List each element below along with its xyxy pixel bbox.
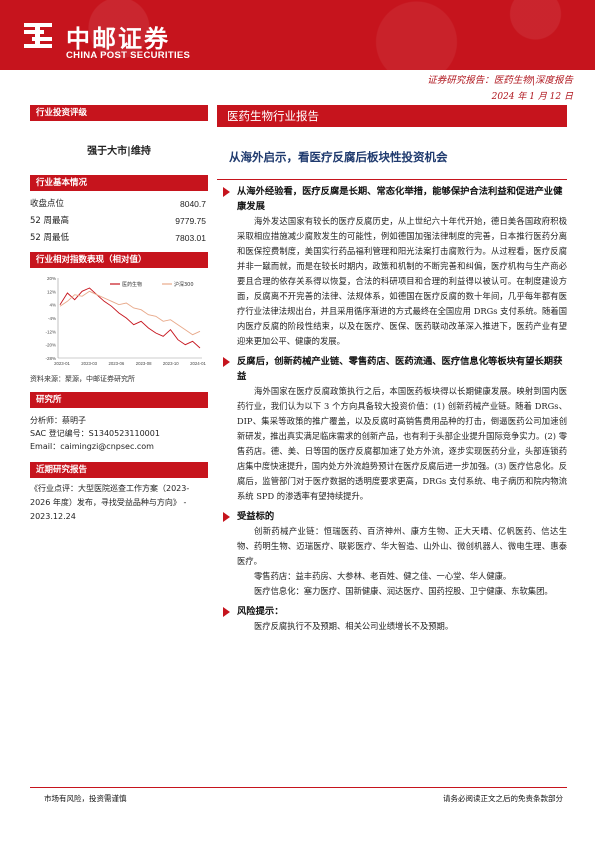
- rating-heading: 行业投资评级: [30, 105, 208, 121]
- relative-index-chart: 20% 12% 4% -4% -12% -20% -28% 2023-01 2023-03 202…: [30, 272, 208, 372]
- analyst-email[interactable]: Email：caimingzi@cnpsec.com: [30, 442, 154, 451]
- triangle-bullet-icon: [223, 512, 230, 522]
- y-tick-label: -28%: [45, 356, 56, 361]
- triangle-bullet-icon: [223, 187, 230, 197]
- beneficiary-paragraph: 零售药店：益丰药房、大参林、老百姓、健之佳、一心堂、华人健康。: [254, 571, 512, 581]
- section-paragraph: 海外国家在医疗反腐政策执行之后，本国医药板块得以长期健康发展。映射到国内医药行业…: [237, 386, 567, 501]
- x-tick-label: 2023-08: [136, 361, 152, 366]
- report-date: 2024 年 1 月 12 日: [491, 92, 573, 102]
- section-bullet: 风险提示：: [217, 604, 567, 619]
- y-tick-label: 20%: [47, 276, 56, 281]
- y-tick-label: 12%: [47, 289, 56, 294]
- basic-info-heading: 行业基本情况: [30, 175, 208, 191]
- basic-info-key: 52 周最高: [30, 216, 70, 226]
- china-post-logo-icon: [24, 23, 52, 48]
- report-type: 证券研究报告：医药生物|深度报告: [427, 75, 573, 86]
- section-title: 受益标的: [237, 511, 275, 522]
- section-title: 风险提示：: [237, 606, 284, 617]
- logo-chinese-name: 中邮证券: [66, 25, 170, 53]
- chart-heading: 行业相对指数表现（相对值）: [30, 252, 208, 268]
- risk-paragraph: 医疗反腐执行不及预期、相关公司业绩增长不及预期。: [254, 621, 454, 631]
- section-bullet: 反腐后，创新药械产业链、零售药店、医药流通、医疗信息化等板块有望长期获益: [217, 354, 567, 384]
- beneficiary-paragraph: 医疗信息化：塞力医疗、国新健康、润达医疗、国药控股、卫宁健康、东软集团。: [254, 586, 553, 596]
- x-tick-label: 2023-06: [109, 361, 125, 366]
- y-tick-label: -4%: [48, 316, 56, 321]
- basic-info-row: 52 周最高 9779.75: [30, 213, 208, 230]
- series-line-csi300: [59, 290, 201, 336]
- series-line-pharma: [59, 287, 201, 349]
- x-tick-label: 2023-03: [81, 361, 97, 366]
- left-sidebar: 行业投资评级 强于大市|维持 行业基本情况 收盘点位 8040.7 52 周最高…: [30, 105, 208, 524]
- legend-label: 医药生物: [122, 281, 142, 288]
- researcher-info: 分析师：蔡明子 SAC 登记编号：S1340523110001 Email：ca…: [30, 414, 208, 453]
- x-tick-label: 2024-01: [190, 361, 206, 366]
- researcher-heading: 研究所: [30, 392, 208, 408]
- triangle-bullet-icon: [223, 607, 230, 617]
- basic-info-value: 8040.7: [180, 199, 206, 209]
- logo-english-name: CHINA POST SECURITIES: [66, 50, 191, 61]
- footer-risk-notice: 市场有风险，投资需谨慎: [44, 794, 127, 803]
- sac-number: SAC 登记编号：S1340523110001: [30, 429, 160, 438]
- basic-info-value: 7803.01: [175, 233, 206, 243]
- analyst-name: 分析师：蔡明子: [30, 416, 86, 425]
- industry-heading: 医药生物行业报告: [217, 105, 567, 127]
- report-title: 从海外启示，看医疗反腐后板块性投资机会: [229, 150, 448, 164]
- y-tick-label: -20%: [45, 343, 56, 348]
- chart-svg: 20% 12% 4% -4% -12% -20% -28%2023-01 2023-03 202…: [45, 276, 206, 366]
- industry-rating: 强于大市|维持: [87, 146, 151, 157]
- basic-info-key: 52 周最低: [30, 233, 70, 243]
- section-bullet: 受益标的: [217, 509, 567, 524]
- x-tick-label: 2023-10: [163, 361, 179, 366]
- section-bullet: 从海外经验看，医疗反腐是长期、常态化举措，能够保护合法利益和促进产业健康发展: [217, 184, 567, 214]
- basic-info-key: 收盘点位: [30, 199, 65, 209]
- main-content: 医药生物行业报告 从海外启示，看医疗反腐后板块性投资机会 从海外经验看，医疗反腐…: [217, 105, 567, 634]
- beneficiary-paragraph: 创新药械产业链：恒瑞医药、百济神州、康方生物、正大天晴、亿帆医药、信达生物、药明…: [237, 526, 567, 566]
- recent-research-heading: 近期研究报告: [30, 462, 208, 478]
- footer-disclaimer: 请务必阅读正文之后的免责条款部分: [443, 794, 563, 803]
- recent-research-item[interactable]: 《行业点评：大型医院巡查工作方案（2023-2026 年度）发布，寻找受益品种与…: [30, 484, 190, 521]
- basic-info-value: 9779.75: [175, 216, 206, 226]
- y-tick-label: 4%: [49, 303, 56, 308]
- legend-label: 沪深300: [174, 281, 194, 288]
- page-footer: 市场有风险，投资需谨慎 请务必阅读正文之后的免责条款部分: [30, 787, 567, 807]
- basic-info-row: 收盘点位 8040.7: [30, 196, 208, 213]
- section-title: 反腐后，创新药械产业链、零售药店、医药流通、医疗信息化等板块有望长期获益: [237, 356, 563, 382]
- title-divider: [217, 179, 567, 180]
- section-paragraph: 海外发达国家有较长的医疗反腐历史，从上世纪六十年代开始，德日美各国政府积极采取相…: [237, 216, 567, 346]
- basic-info-row: 52 周最低 7803.01: [30, 230, 208, 247]
- section-title: 从海外经验看，医疗反腐是长期、常态化举措，能够保护合法利益和促进产业健康发展: [237, 186, 563, 212]
- chart-source: 资料来源：聚源，中邮证券研究所: [30, 375, 135, 383]
- banner-pattern: [0, 0, 595, 70]
- y-tick-label: -12%: [45, 329, 56, 334]
- triangle-bullet-icon: [223, 357, 230, 367]
- x-tick-label: 2023-01: [54, 361, 70, 366]
- header-banner: 中邮证券 CHINA POST SECURITIES: [0, 0, 595, 70]
- basic-info-list: 收盘点位 8040.7 52 周最高 9779.75 52 周最低 7803.0…: [30, 196, 208, 247]
